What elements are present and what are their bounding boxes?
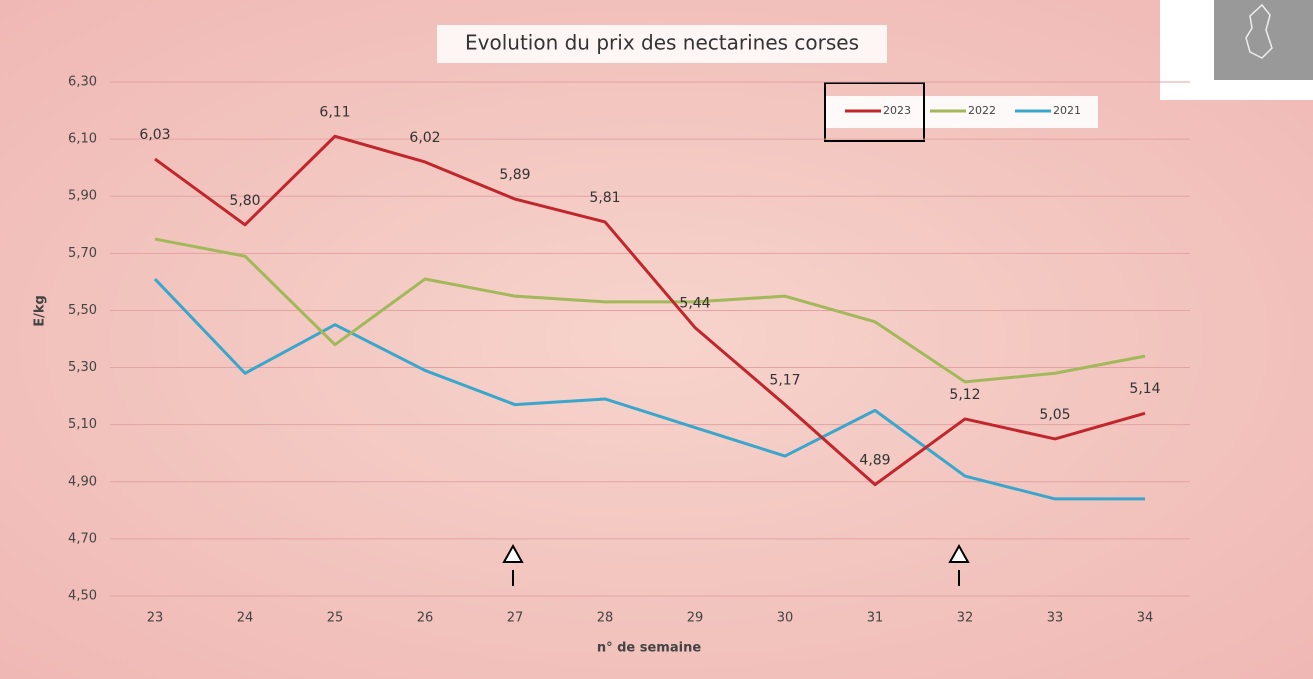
legend-label: 2021	[1053, 104, 1081, 117]
data-label: 6,03	[139, 127, 170, 143]
y-tick-label: 5,30	[68, 360, 97, 375]
x-tick-label: 26	[417, 611, 434, 626]
y-tick-label: 4,90	[68, 474, 97, 489]
data-label: 5,80	[229, 193, 260, 209]
x-tick-label: 28	[597, 611, 614, 626]
legend-label: 2023	[883, 104, 911, 117]
data-label: 5,17	[769, 373, 800, 389]
chart: Evolution du prix des nectarines corses …	[0, 0, 1313, 679]
y-tick-label: 6,30	[68, 75, 97, 90]
y-tick-label: 4,70	[68, 531, 97, 546]
x-tick-label: 23	[147, 611, 164, 626]
data-label: 5,81	[589, 190, 620, 206]
legend-label: 2022	[968, 104, 996, 117]
x-axis-label: n° de semaine	[597, 641, 702, 656]
y-tick-label: 5,50	[68, 303, 97, 318]
background	[0, 0, 1313, 679]
x-tick-label: 24	[237, 611, 254, 626]
page: Evolution du prix des nectarines corses …	[0, 0, 1313, 679]
y-axis-label: E/kg	[33, 295, 48, 327]
data-label: 4,89	[859, 453, 890, 469]
y-tick-label: 4,50	[68, 589, 97, 604]
x-tick-label: 27	[507, 611, 524, 626]
x-tick-label: 32	[957, 611, 974, 626]
y-tick-label: 5,70	[68, 246, 97, 261]
data-label: 5,12	[949, 387, 980, 403]
y-tick-label: 6,10	[68, 132, 97, 147]
data-label: 5,44	[679, 296, 710, 312]
data-label: 5,05	[1039, 407, 1070, 423]
x-tick-label: 25	[327, 611, 344, 626]
data-label: 5,14	[1129, 381, 1160, 397]
x-tick-label: 33	[1047, 611, 1064, 626]
y-tick-label: 5,10	[68, 417, 97, 432]
x-tick-label: 30	[777, 611, 794, 626]
y-tick-label: 5,90	[68, 189, 97, 204]
data-label: 5,89	[499, 167, 530, 183]
x-tick-label: 34	[1137, 611, 1154, 626]
logo	[1214, 0, 1313, 80]
x-tick-label: 31	[867, 611, 884, 626]
x-tick-label: 29	[687, 611, 704, 626]
data-label: 6,02	[409, 130, 440, 146]
chart-title: Evolution du prix des nectarines corses	[465, 31, 859, 55]
data-label: 6,11	[319, 104, 350, 120]
